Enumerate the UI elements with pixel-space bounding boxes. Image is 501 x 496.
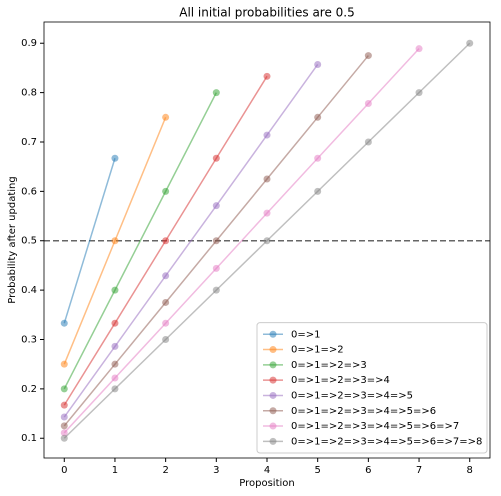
x-tick-label: 1	[112, 465, 118, 476]
point	[111, 154, 119, 162]
point	[111, 319, 119, 327]
y-tick-label: 0.4	[21, 285, 37, 296]
legend-marker	[269, 361, 277, 369]
series-line	[63, 48, 420, 434]
y-tick-label: 0.6	[21, 186, 37, 197]
series-line	[63, 64, 319, 418]
point	[60, 401, 68, 409]
point	[111, 385, 119, 393]
point	[162, 237, 170, 245]
point	[466, 39, 474, 47]
point	[263, 131, 271, 139]
point	[111, 286, 119, 294]
point	[212, 286, 220, 294]
legend-label: 0=>1=>2	[291, 345, 344, 356]
x-tick-label: 6	[365, 465, 371, 476]
point	[162, 298, 170, 306]
point	[162, 187, 170, 195]
x-axis-label: Proposition	[239, 478, 294, 489]
point	[162, 113, 170, 121]
legend-marker	[269, 346, 277, 354]
point	[415, 45, 423, 53]
legend-box	[256, 322, 488, 454]
point	[111, 237, 119, 245]
point	[60, 413, 68, 421]
legend-label: 0=>1	[291, 329, 320, 340]
series-line	[63, 92, 217, 390]
y-axis-label: Probability after updating	[7, 176, 18, 303]
point	[162, 272, 170, 280]
legend-marker	[269, 422, 277, 430]
y-tick-label: 0.8	[21, 88, 37, 99]
point	[314, 187, 322, 195]
point	[263, 237, 271, 245]
x-tick-label: 0	[61, 465, 67, 476]
point	[111, 342, 119, 350]
point	[212, 202, 220, 210]
x-tick-label: 7	[416, 465, 422, 476]
legend-marker	[269, 437, 277, 445]
x-tick-label: 4	[264, 465, 270, 476]
point	[364, 52, 372, 60]
legend-label: 0=>1=>2=>3=>4=>5=>6=>7	[291, 421, 459, 432]
legend-label: 0=>1=>2=>3=>4=>5	[291, 390, 413, 401]
series-line	[63, 158, 116, 324]
point	[111, 374, 119, 382]
point	[60, 319, 68, 327]
point	[60, 422, 68, 430]
point	[212, 89, 220, 97]
legend-label: 0=>1=>2=>3=>4	[291, 375, 390, 386]
point	[212, 264, 220, 272]
point	[60, 434, 68, 442]
legend-marker	[269, 391, 277, 399]
legend-label: 0=>1=>2=>3=>4=>5=>6	[291, 406, 436, 417]
legend-marker	[269, 330, 277, 338]
y-tick-label: 0.3	[21, 334, 37, 345]
point	[162, 319, 170, 327]
x-tick-label: 5	[314, 465, 320, 476]
point	[60, 385, 68, 393]
y-tick-label: 0.2	[21, 384, 37, 395]
x-tick-label: 8	[467, 465, 473, 476]
point	[111, 360, 119, 368]
legend-marker	[269, 407, 277, 415]
point	[212, 237, 220, 245]
point	[60, 429, 68, 437]
point	[314, 60, 322, 68]
point	[364, 138, 372, 146]
point	[60, 360, 68, 368]
point	[263, 175, 271, 183]
plot-frame	[43, 21, 491, 459]
x-tick-label: 3	[213, 465, 219, 476]
point	[212, 154, 220, 162]
point	[314, 154, 322, 162]
x-tick-label: 2	[162, 465, 168, 476]
y-tick-label: 0.9	[21, 38, 37, 49]
point	[364, 99, 372, 107]
legend-label: 0=>1=>2=>3	[291, 360, 367, 371]
point	[415, 89, 423, 97]
y-tick-label: 0.5	[21, 236, 37, 247]
y-tick-label: 0.7	[21, 137, 37, 148]
legend-marker	[269, 376, 277, 384]
y-tick-label: 0.1	[21, 433, 37, 444]
point	[314, 113, 322, 121]
chart-title: All initial probabilities are 0.5	[179, 6, 355, 20]
point	[263, 209, 271, 217]
point	[162, 335, 170, 343]
point	[263, 72, 271, 80]
legend-label: 0=>1=>2=>3=>4=>5=>6=>7=>8	[291, 436, 482, 447]
